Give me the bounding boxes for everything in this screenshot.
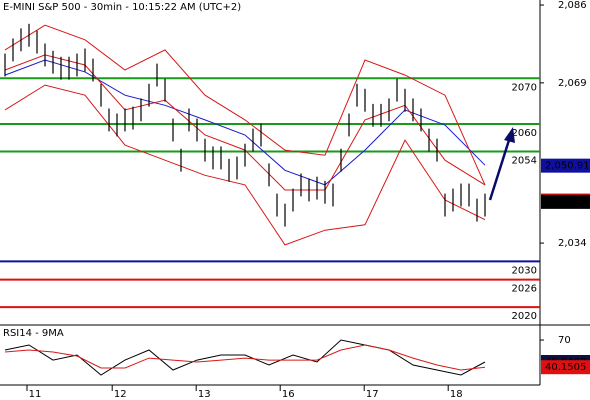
y-tick-label: 2,034 bbox=[558, 238, 587, 249]
level-label-bg bbox=[510, 309, 538, 323]
level-label: 2060 bbox=[512, 128, 537, 139]
level-label-bg bbox=[510, 263, 538, 277]
level-label-bg bbox=[510, 153, 538, 167]
level-label: 2020 bbox=[512, 311, 537, 322]
level-label: 2026 bbox=[512, 284, 537, 295]
arrow-shaft bbox=[488, 136, 512, 201]
arrow-head bbox=[504, 127, 515, 143]
level-label: 2030 bbox=[512, 265, 537, 276]
x-tick-label: 11 bbox=[29, 389, 42, 400]
level-label: 2054 bbox=[512, 156, 537, 167]
indicator-line bbox=[4, 24, 486, 186]
price-tag bbox=[541, 194, 590, 209]
level-label-bg bbox=[510, 126, 538, 140]
y-tick-label: 2,069 bbox=[558, 78, 587, 89]
level-label-bg bbox=[510, 80, 538, 94]
level-label-bg bbox=[510, 281, 538, 295]
y-tick-label: 70 bbox=[558, 335, 571, 346]
y-tick-label: 2,086 bbox=[558, 0, 587, 11]
x-tick-label: 17 bbox=[366, 389, 379, 400]
price-tag bbox=[541, 158, 590, 173]
x-tick-label: 16 bbox=[282, 389, 295, 400]
rsi-label: RSI14 - 9MA bbox=[3, 328, 64, 339]
price-tag bbox=[541, 360, 590, 375]
x-tick-label: 18 bbox=[450, 389, 463, 400]
x-tick-label: 12 bbox=[114, 389, 127, 400]
forecast-arrow bbox=[488, 127, 515, 201]
x-tick-label: 13 bbox=[198, 389, 211, 400]
chart-title: E-MINI S&P 500 - 30min - 10:15:22 AM (UT… bbox=[3, 2, 241, 13]
rsi-line bbox=[4, 344, 486, 371]
price-tag-label: 2,043 bbox=[545, 197, 574, 208]
price-tag-label: 2,050.91 bbox=[545, 161, 590, 172]
indicator-line bbox=[4, 84, 486, 246]
level-label: 2070 bbox=[512, 82, 537, 93]
price-tag-label: 40.1505 bbox=[545, 362, 586, 373]
rsi-line bbox=[4, 339, 486, 376]
